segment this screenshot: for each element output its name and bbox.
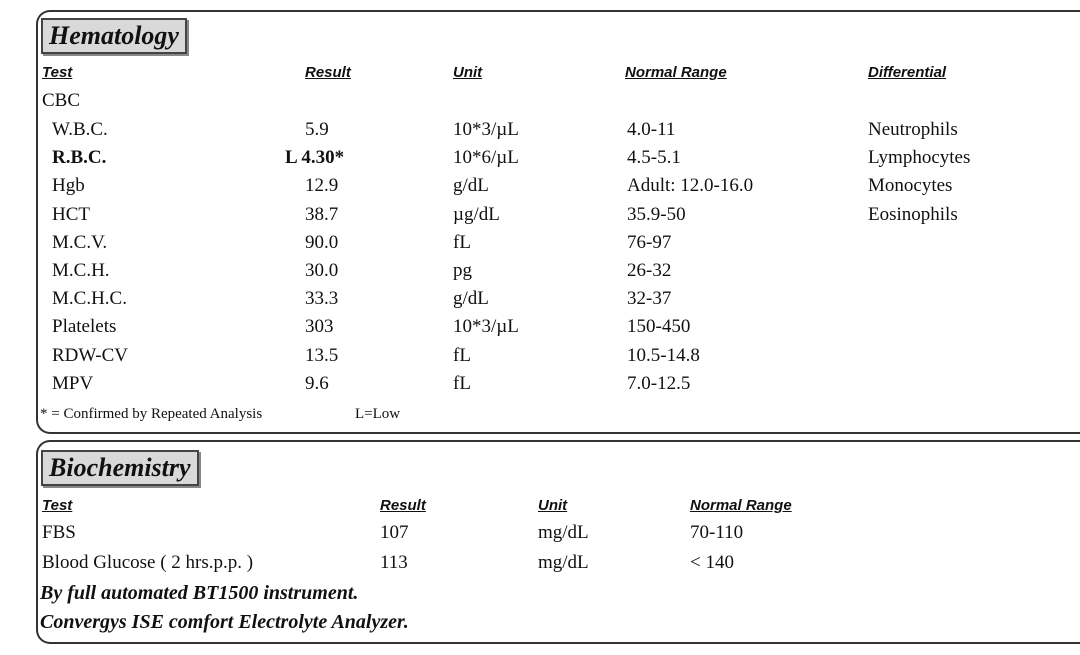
unit: g/dL bbox=[453, 175, 489, 197]
column-header: Unit bbox=[538, 497, 568, 514]
unit: mg/dL bbox=[538, 552, 589, 573]
result: 90.0 bbox=[305, 231, 339, 253]
result: 38.7 bbox=[305, 203, 339, 225]
normal-range: 10.5-14.8 bbox=[627, 344, 700, 366]
result: 12.9 bbox=[305, 175, 339, 197]
test-name: Blood Glucose ( 2 hrs.p.p. ) bbox=[42, 552, 254, 573]
hematology-panel bbox=[36, 10, 1080, 434]
unit: 10*3/µL bbox=[453, 119, 519, 140]
differential: Neutrophils bbox=[868, 119, 958, 140]
section-title: Biochemistry bbox=[41, 450, 199, 486]
footnote: L=Low bbox=[355, 406, 401, 422]
result: 30.0 bbox=[305, 260, 339, 281]
test-name: MPV bbox=[52, 372, 94, 394]
result: 13.5 bbox=[305, 344, 339, 366]
test-name: HCT bbox=[52, 203, 90, 225]
unit: µg/dL bbox=[453, 203, 500, 225]
column-header: Test bbox=[42, 64, 73, 81]
result: 303 bbox=[305, 316, 334, 338]
normal-range: 7.0-12.5 bbox=[627, 372, 691, 394]
test-name: M.C.V. bbox=[52, 231, 108, 253]
column-header: Normal Range bbox=[625, 64, 727, 81]
note: Convergys ISE comfort Electrolyte Analyz… bbox=[40, 611, 409, 633]
column-header: Differential bbox=[868, 64, 947, 81]
result: 33.3 bbox=[305, 288, 339, 310]
result: 9.6 bbox=[305, 372, 329, 394]
normal-range: < 140 bbox=[690, 552, 734, 573]
column-header: Test bbox=[42, 497, 73, 514]
normal-range: 4.5-5.1 bbox=[627, 147, 681, 169]
note: By full automated BT1500 instrument. bbox=[40, 582, 359, 604]
normal-range: 4.0-11 bbox=[627, 119, 676, 140]
test-name: RDW-CV bbox=[52, 344, 128, 366]
unit: mg/dL bbox=[538, 522, 589, 543]
normal-range: 150-450 bbox=[627, 316, 691, 338]
result: 107 bbox=[380, 522, 409, 543]
section-title: Hematology bbox=[41, 18, 187, 54]
test-name: M.C.H.C. bbox=[52, 288, 127, 310]
column-header: Result bbox=[305, 64, 351, 81]
differential: Lymphocytes bbox=[868, 147, 971, 169]
column-header: Normal Range bbox=[690, 497, 792, 514]
test-name: Platelets bbox=[52, 316, 117, 338]
result: 5.9 bbox=[305, 119, 329, 140]
test-name: Hgb bbox=[52, 175, 85, 197]
footnote: * = Confirmed by Repeated Analysis bbox=[40, 406, 263, 422]
unit: fL bbox=[453, 372, 471, 394]
unit: g/dL bbox=[453, 288, 489, 310]
unit: 10*6/µL bbox=[453, 147, 519, 169]
column-header: Unit bbox=[453, 64, 483, 81]
normal-range: 70-110 bbox=[690, 522, 744, 543]
unit: pg bbox=[453, 260, 472, 281]
normal-range: 32-37 bbox=[627, 288, 672, 310]
normal-range: 26-32 bbox=[627, 260, 672, 281]
test-name: W.B.C. bbox=[52, 119, 108, 140]
test-name: R.B.C. bbox=[52, 147, 107, 169]
unit: fL bbox=[453, 344, 471, 366]
result: L 4.30* bbox=[285, 147, 345, 169]
unit: 10*3/µL bbox=[453, 316, 519, 338]
normal-range: 35.9-50 bbox=[627, 203, 686, 225]
biochemistry-panel bbox=[36, 440, 1080, 644]
normal-range: 76-97 bbox=[627, 231, 672, 253]
column-header: Result bbox=[380, 497, 426, 514]
test-name: M.C.H. bbox=[52, 260, 110, 281]
result: 113 bbox=[380, 552, 408, 573]
normal-range: Adult: 12.0-16.0 bbox=[627, 175, 754, 197]
test-name: FBS bbox=[42, 522, 76, 543]
group-label: CBC bbox=[42, 90, 81, 111]
differential: Monocytes bbox=[868, 175, 953, 197]
unit: fL bbox=[453, 231, 471, 253]
differential: Eosinophils bbox=[868, 203, 958, 225]
